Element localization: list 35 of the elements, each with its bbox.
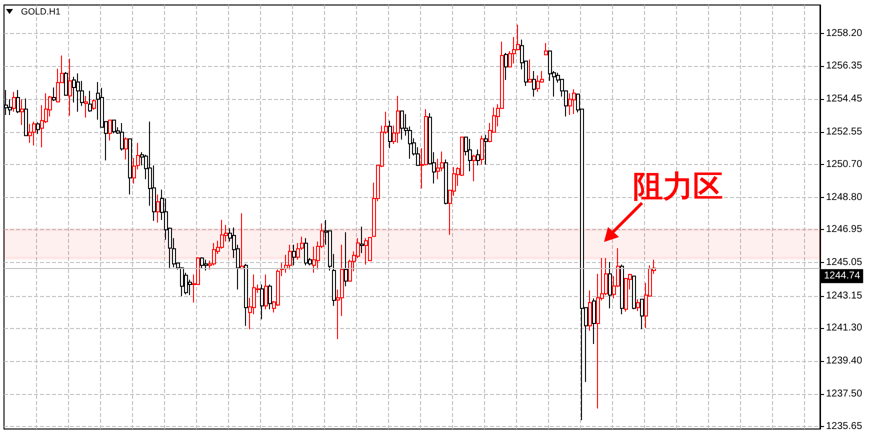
candlestick: [292, 244, 296, 266]
candlestick: [12, 91, 16, 112]
candlestick: [76, 72, 80, 112]
y-tick-label: 1254.45: [826, 94, 863, 105]
y-tick-label: 1243.15: [826, 290, 863, 302]
y-tick-label: 1252.55: [826, 126, 863, 138]
y-tick-label: 1256.35: [826, 60, 863, 72]
candlestick: [32, 121, 36, 146]
candlestick: [304, 238, 308, 266]
candlestick: [204, 259, 208, 272]
candlestick: [608, 262, 612, 309]
candlestick: [212, 242, 216, 266]
candlestick: [568, 92, 572, 116]
candlestick: [180, 266, 184, 297]
candlestick: [68, 58, 72, 116]
y-tick-label: 1241.30: [826, 322, 863, 334]
y-tick-label: 1239.40: [826, 356, 863, 367]
candlestick: [288, 244, 292, 270]
y-tick-label: 1245.05: [826, 257, 863, 268]
candlestick: [572, 88, 576, 115]
y-tick-label: 1248.80: [826, 192, 863, 203]
candlestick: [128, 138, 132, 195]
candlestick: [368, 236, 372, 262]
y-tick-label: 1250.70: [826, 158, 863, 170]
band-label: 阻力区: [633, 170, 724, 205]
candlestick: [396, 95, 400, 144]
candlestick: [480, 135, 484, 166]
candlestick: [632, 276, 636, 310]
y-tick-label: 1258.20: [826, 28, 863, 40]
ref-line-label: 1244.74: [824, 270, 861, 282]
chart-title: GOLD.H1: [21, 6, 61, 16]
candlestick: [536, 74, 540, 92]
y-tick-label: 1235.65: [826, 420, 863, 432]
y-tick-label: 1237.50: [826, 388, 863, 400]
y-tick-label: 1246.95: [826, 224, 863, 236]
